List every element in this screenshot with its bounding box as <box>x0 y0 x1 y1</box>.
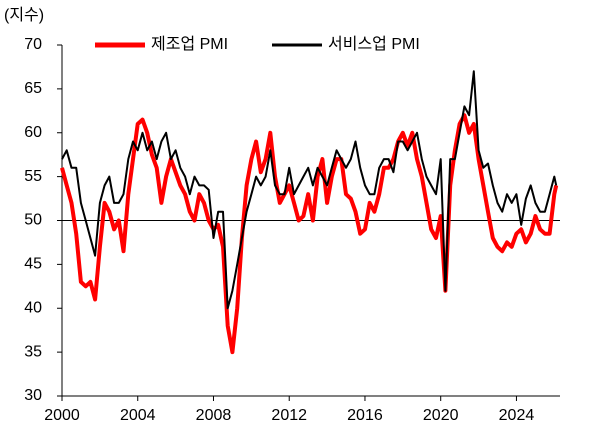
x-tick-label: 2016 <box>347 407 383 424</box>
y-tick-label: 60 <box>24 124 42 141</box>
y-tick-label: 40 <box>24 299 42 316</box>
y-tick-label: 65 <box>24 80 42 97</box>
legend-label: 서비스업 PMI <box>328 35 420 53</box>
y-axis-label: (지수) <box>4 6 44 24</box>
y-tick-label: 55 <box>24 168 42 185</box>
x-tick-label: 2004 <box>120 407 156 424</box>
y-tick-label: 45 <box>24 256 42 273</box>
x-tick-label: 2020 <box>423 407 459 424</box>
series-line <box>60 113 559 355</box>
y-tick-label: 70 <box>24 36 42 53</box>
series-line <box>61 70 558 310</box>
y-tick-label: 35 <box>24 343 42 360</box>
y-tick-label: 50 <box>24 212 42 229</box>
x-tick-label: 2024 <box>499 407 535 424</box>
x-tick-label: 2000 <box>44 407 80 424</box>
legend-label: 제조업 PMI <box>151 35 228 53</box>
x-tick-label: 2008 <box>196 407 232 424</box>
x-tick-label: 2012 <box>271 407 307 424</box>
y-tick-label: 30 <box>24 387 42 404</box>
